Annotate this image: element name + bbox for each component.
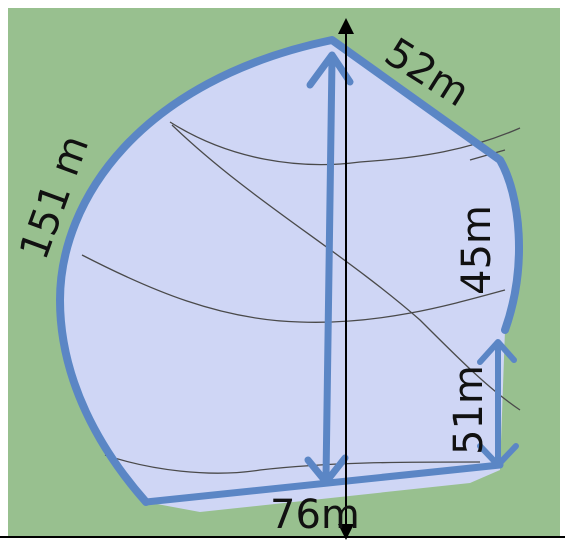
right-lower-arrow-head-bottom xyxy=(477,443,519,468)
plot-boundary xyxy=(56,36,523,506)
contour-line xyxy=(104,454,481,474)
height-arrow xyxy=(322,56,336,482)
label-51m: 51m xyxy=(446,365,492,455)
measure-arrow-head-bottom xyxy=(338,524,354,540)
height-arrow-head-bottom xyxy=(304,454,349,486)
contour-line xyxy=(81,254,506,323)
contour-line xyxy=(169,121,521,166)
height-arrow-head-top xyxy=(306,51,354,89)
contour-line xyxy=(171,124,521,411)
label-45m: 45m xyxy=(454,205,500,295)
label-76m: 76m xyxy=(270,492,360,538)
right-lower-arrow-head-top xyxy=(477,339,517,365)
measure-arrow-head-top xyxy=(338,18,354,34)
